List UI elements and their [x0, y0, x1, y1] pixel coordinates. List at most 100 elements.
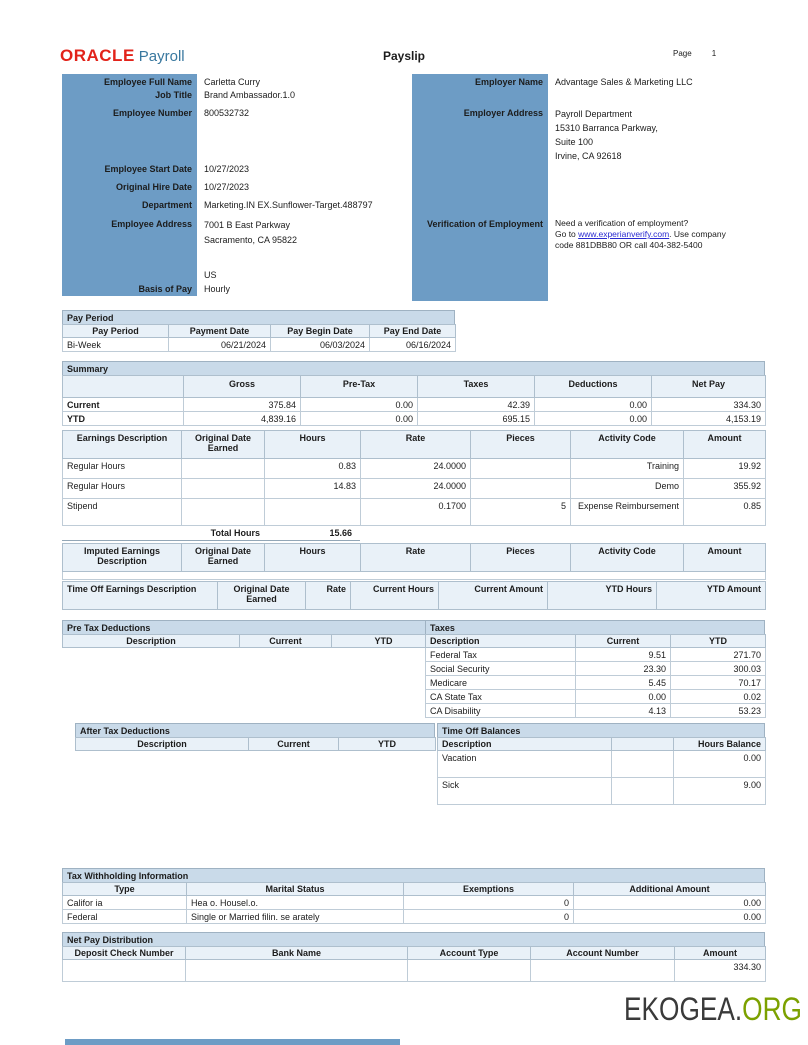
- tax-row: Federal Tax 9.51 271.70: [425, 647, 766, 662]
- column-header: Pieces: [470, 430, 571, 459]
- column-header: Amount: [683, 430, 766, 459]
- employee-address-line3: US: [204, 270, 217, 280]
- earnings-total-row: Total Hours 15.66: [62, 526, 360, 541]
- column-header: Rate: [360, 430, 471, 459]
- verification-line2: Go to www.experianverify.com. Use compan…: [555, 229, 726, 240]
- table-cell: Regular Hours: [62, 478, 182, 499]
- column-header: Activity Code: [570, 430, 684, 459]
- table-cell: [62, 959, 186, 982]
- time-off-balances-section: Time Off Balances Description Hours Bala…: [437, 723, 766, 805]
- table-cell: 0.00: [573, 895, 766, 910]
- employee-address-line2: Sacramento, CA 95822: [204, 234, 298, 245]
- table-cell: Demo: [570, 478, 684, 499]
- table-cell: [181, 498, 265, 526]
- imputed-earnings-table: Imputed Earnings Description Original Da…: [62, 543, 766, 580]
- table-cell: 300.03: [670, 661, 766, 676]
- after-tax-deductions-section: After Tax Deductions Description Current…: [75, 723, 436, 751]
- employee-start-date-value: 10/27/2023: [204, 164, 250, 174]
- table-cell: 0.00: [575, 689, 671, 704]
- employee-full-name-value: Carletta Curry: [204, 77, 261, 87]
- column-header: YTD: [670, 634, 766, 648]
- after-tax-deductions-header-row: Description Current YTD: [75, 737, 436, 751]
- taxes-header-row: Description Current YTD: [425, 634, 766, 648]
- time-off-earnings-section: Time Off Earnings Description Original D…: [62, 581, 766, 610]
- table-cell: 5.45: [575, 675, 671, 690]
- page-number: 1: [711, 49, 717, 58]
- table-cell: 4,153.19: [651, 411, 766, 426]
- column-header: Marital Status: [186, 882, 404, 896]
- table-cell: 0.1700: [360, 498, 471, 526]
- employer-address-label: Employer Address: [463, 108, 543, 118]
- column-header: Hours Balance: [673, 737, 766, 751]
- earnings-row: Regular Hours 0.83 24.0000 Training 19.9…: [62, 458, 766, 479]
- earnings-header-row: Earnings Description Original Date Earne…: [62, 430, 766, 459]
- pay-period-title: Pay Period: [62, 310, 455, 324]
- experianverify-link[interactable]: www.experianverify.com: [578, 229, 670, 239]
- pre-tax-deductions-header-row: Description Current YTD: [62, 634, 436, 648]
- column-header: Payment Date: [168, 324, 271, 338]
- table-cell: Sick: [437, 777, 612, 805]
- earnings-row: Stipend 0.1700 5 Expense Reimbursement 0…: [62, 498, 766, 526]
- taxes-title: Taxes: [425, 620, 765, 634]
- payroll-wordmark: Payroll: [138, 48, 185, 65]
- table-cell: 06/03/2024: [270, 337, 370, 352]
- column-header: Earnings Description: [62, 430, 182, 459]
- tax-row: CA Disability 4.13 53.23: [425, 703, 766, 718]
- column-header: Imputed Earnings Description: [62, 543, 182, 572]
- column-header: Time Off Earnings Description: [62, 581, 218, 610]
- table-cell: 0: [403, 909, 574, 924]
- column-header: Current: [248, 737, 339, 751]
- table-cell: 14.83: [264, 478, 361, 499]
- column-header: Pay Period: [62, 324, 169, 338]
- pay-period-header-row: Pay Period Payment Date Pay Begin Date P…: [62, 324, 456, 338]
- table-cell: Single or Married filin. se arately: [186, 909, 404, 924]
- total-hours-value: 15.66: [329, 528, 352, 538]
- column-header: YTD Amount: [656, 581, 766, 610]
- pay-period-row: Bi-Week 06/21/2024 06/03/2024 06/16/2024: [62, 337, 456, 352]
- table-cell: [530, 959, 675, 982]
- taxes-section: Taxes Description Current YTD Federal Ta…: [425, 620, 766, 718]
- time-off-balance-row: Sick 9.00: [437, 777, 766, 805]
- page-label: Page: [673, 49, 692, 58]
- summary-title: Summary: [62, 361, 765, 375]
- ekogea-logo: EKOGEA.ORG: [624, 991, 802, 1028]
- employee-info-panel: Employee Full Name Carletta Curry Job Tit…: [62, 74, 435, 296]
- column-header: Original Date Earned: [181, 543, 265, 572]
- column-header: Rate: [360, 543, 471, 572]
- verification-after-text: . Use company: [669, 229, 726, 239]
- time-off-balances-header-row: Description Hours Balance: [437, 737, 766, 751]
- verification-of-employment-value: Need a verification of employment? Go to…: [548, 218, 726, 251]
- table-cell: 4,839.16: [183, 411, 301, 426]
- table-cell: CA Disability: [425, 703, 576, 718]
- employer-info-panel: Employer Name Advantage Sales & Marketing…: [412, 74, 800, 301]
- table-cell: [611, 777, 674, 805]
- pre-tax-deductions-table: Description Current YTD: [62, 634, 436, 648]
- imputed-earnings-empty-row: [62, 571, 766, 580]
- tax-withholding-section: Tax Withholding Information Type Marital…: [62, 868, 766, 924]
- table-cell: 23.30: [575, 661, 671, 676]
- table-cell: Training: [570, 458, 684, 479]
- tax-withholding-row: Califor ia Hea o. Housel.o. 0 0.00: [62, 895, 766, 910]
- column-header: Hours: [264, 543, 361, 572]
- column-header: Original Date Earned: [217, 581, 306, 610]
- table-cell: Regular Hours: [62, 458, 182, 479]
- table-cell: 0.02: [670, 689, 766, 704]
- employer-address-line3: Suite 100: [555, 137, 594, 147]
- table-cell: 0.00: [534, 397, 652, 412]
- column-header: Additional Amount: [573, 882, 766, 896]
- table-cell: [470, 478, 571, 499]
- column-header: Current: [575, 634, 671, 648]
- earnings-section: Earnings Description Original Date Earne…: [62, 430, 766, 541]
- column-header: Deductions: [534, 375, 652, 398]
- net-pay-header-row: Deposit Check Number Bank Name Account T…: [62, 946, 766, 960]
- net-pay-distribution-table: Deposit Check Number Bank Name Account T…: [62, 946, 766, 982]
- column-header: Type: [62, 882, 187, 896]
- table-cell: 06/16/2024: [369, 337, 456, 352]
- tax-withholding-row: Federal Single or Married filin. se arat…: [62, 909, 766, 924]
- employee-address-value: 7001 B East Parkway Sacramento, CA 95822…: [197, 218, 297, 283]
- column-header: Current: [239, 634, 332, 648]
- job-title-value: Brand Ambassador.1.0: [204, 90, 296, 100]
- table-cell: [62, 571, 766, 580]
- employer-address-line2: 15310 Barranca Parkway,: [555, 123, 658, 133]
